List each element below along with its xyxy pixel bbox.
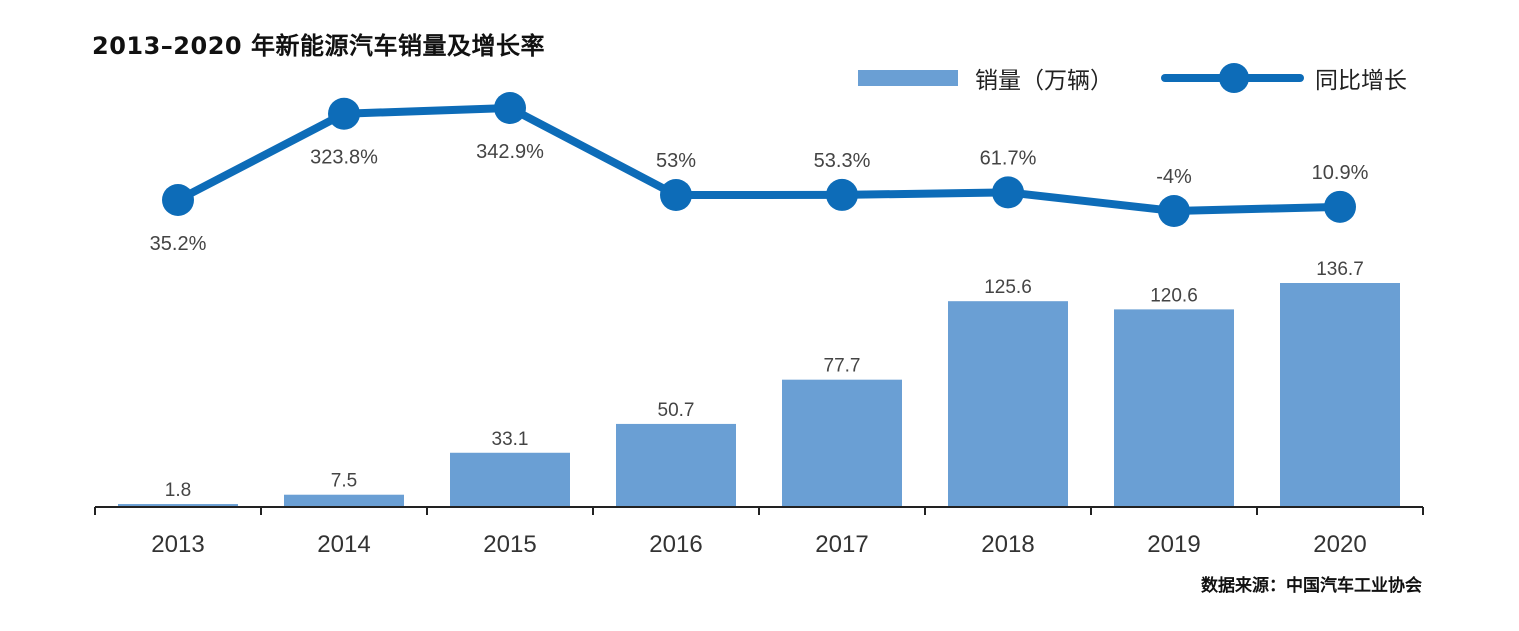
source-note: 数据来源：中国汽车工业协会 [1201,576,1422,596]
growth-label-2019: -4% [1156,166,1192,188]
bar-value-label-2017: 77.7 [824,356,861,377]
growth-label-2015: 342.9% [476,141,544,163]
bar-2017 [782,379,902,507]
bar-value-label-2019: 120.6 [1150,285,1198,306]
bar-value-label-2014: 7.5 [331,471,357,492]
bar-2020 [1280,283,1400,507]
growth-point-2016 [660,179,692,211]
x-axis: 2013 2014 2015 2016 2017 2018 2019 2020 [94,506,1424,558]
growth-label-2017: 53.3% [814,150,871,172]
x-tick-label-2013: 2013 [151,531,204,558]
growth-label-2020: 10.9% [1312,162,1369,184]
bar-value-label-2013: 1.8 [165,480,191,501]
growth-line [174,104,1344,215]
growth-label-2018: 61.7% [980,147,1037,169]
x-tick-label-2017: 2017 [815,531,868,558]
bar-2013 [118,504,238,507]
bar-value-label-2016: 50.7 [658,400,695,421]
legend-bar-swatch [858,70,958,86]
growth-point-2019 [1158,195,1190,227]
growth-point-2013 [162,183,194,216]
bar-value-label-2015: 33.1 [492,429,529,450]
bar-2014 [284,494,404,507]
x-tick-label-2016: 2016 [649,531,702,558]
x-tick-label-2015: 2015 [483,531,536,558]
growth-label-2016: 53% [656,150,696,172]
x-tick-label-2014: 2014 [317,531,370,558]
legend-bar-label: 销量（万辆） [975,68,1113,94]
growth-point-2017 [826,178,858,211]
legend: 销量（万辆） 同比增长 [858,63,1407,94]
bar-2019 [1114,309,1234,507]
bar-2018 [948,301,1068,507]
bar-2015 [450,452,570,507]
x-tick-label-2019: 2019 [1147,531,1200,558]
growth-point-2018 [992,176,1024,209]
growth-point-2015 [494,92,526,124]
growth-point-2020 [1324,190,1356,223]
growth-label-2013: 35.2% [150,233,207,255]
chart-title: 2013–2020 年新能源汽车销量及增长率 [92,32,545,60]
growth-line-layer: 35.2% 323.8% 342.9% 53% 53.3% 61.7% -4% 10.9% [150,92,1369,255]
legend-line-marker [1219,63,1249,93]
growth-point-2014 [328,97,360,130]
legend-line-label: 同比增长 [1315,68,1407,94]
bar-2016 [616,423,736,507]
bars-layer: 1.8 7.5 33.1 50.7 77.7 125.6 120.6 136.7 [118,259,1400,507]
bar-value-label-2018: 125.6 [984,277,1032,298]
bar-value-label-2020: 136.7 [1316,259,1364,280]
x-tick-label-2020: 2020 [1313,531,1366,558]
growth-label-2014: 323.8% [310,147,378,169]
x-tick-label-2018: 2018 [981,531,1034,558]
